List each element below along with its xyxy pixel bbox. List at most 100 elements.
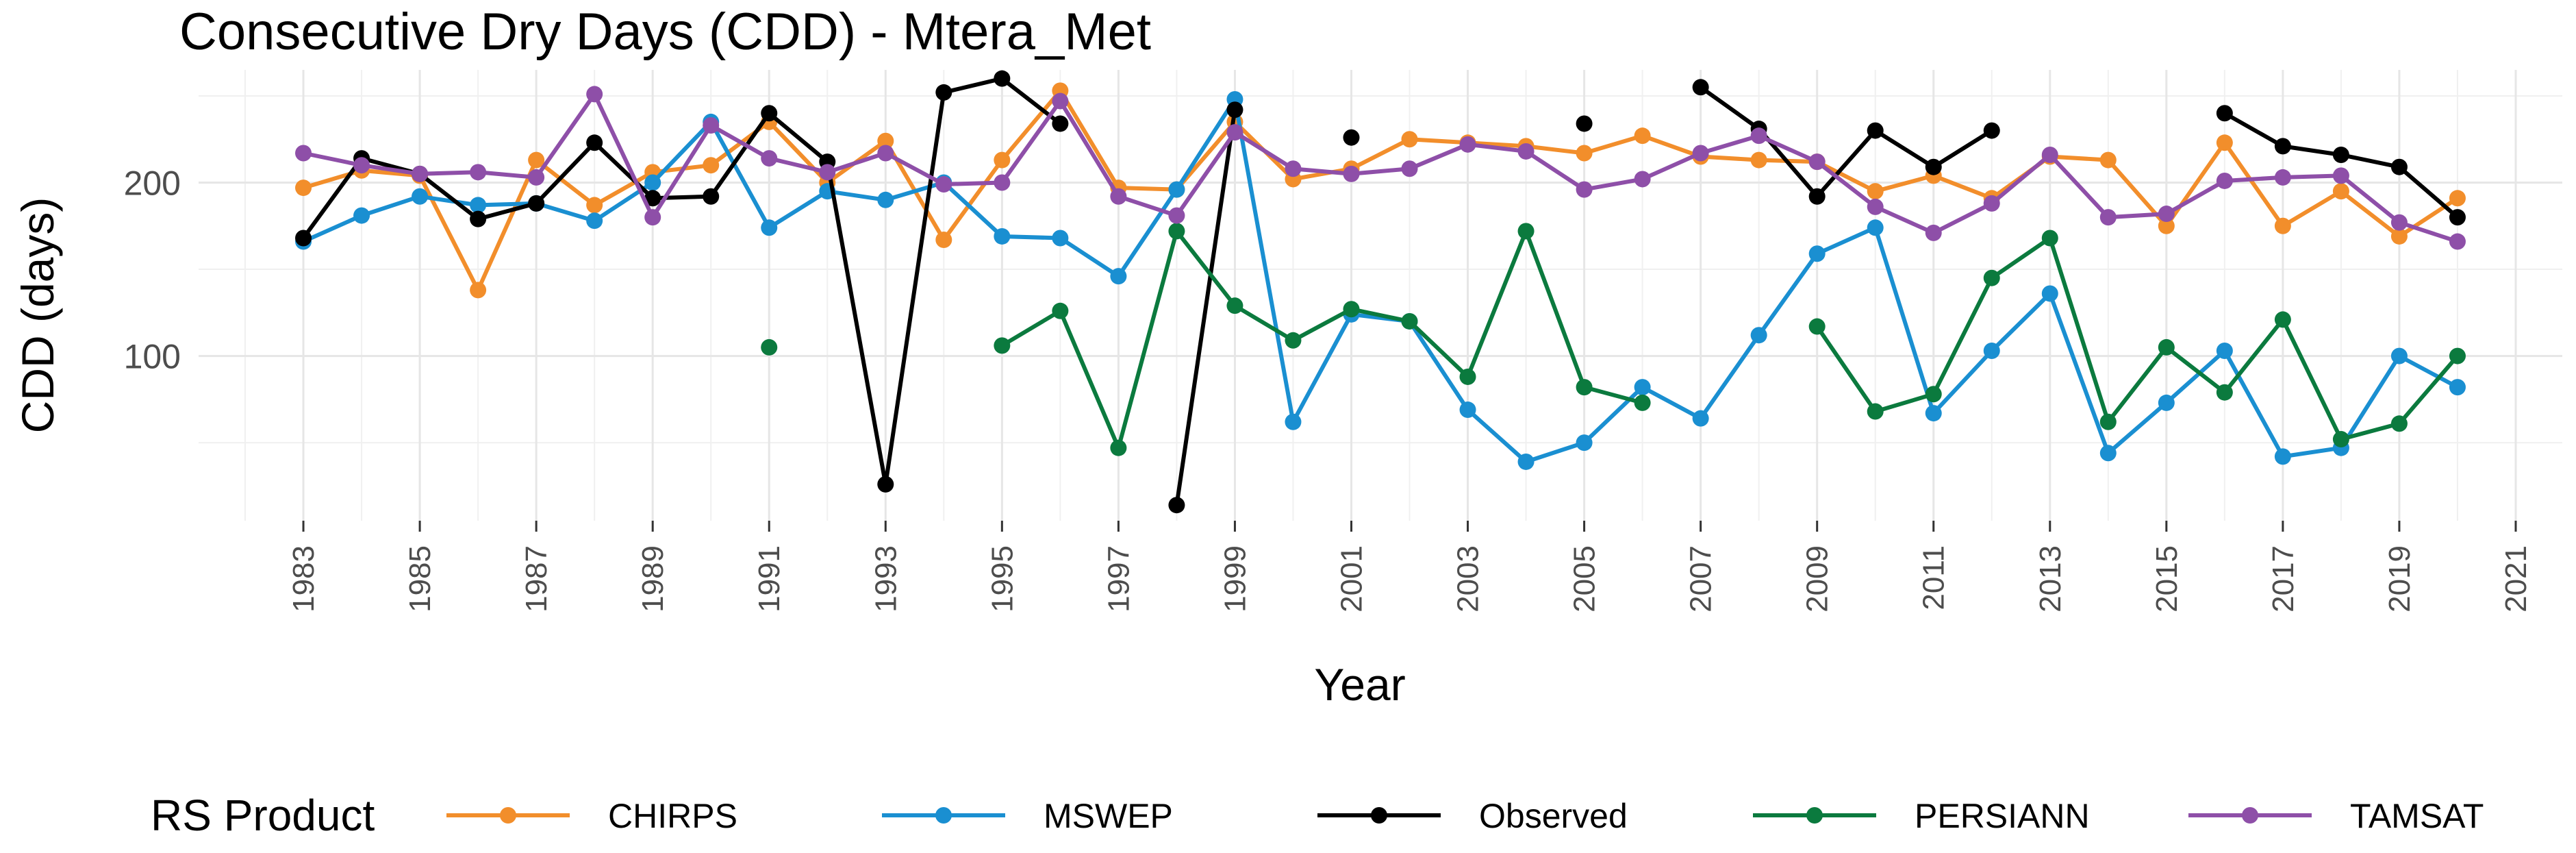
legend-key-point [935, 807, 952, 824]
series-observed [295, 70, 2466, 514]
data-point [1168, 223, 1185, 240]
legend-item-chirps: CHIRPS [446, 797, 737, 835]
x-tick-label: 2005 [1568, 545, 1602, 613]
data-point [1925, 224, 1942, 241]
data-point [1925, 386, 1942, 403]
x-tick-label: 1991 [753, 545, 786, 613]
data-point [1867, 219, 1884, 236]
data-point [2332, 147, 2349, 164]
x-tick-label: 1995 [985, 545, 1019, 613]
y-tick-label: 100 [124, 338, 181, 376]
data-point [1401, 312, 1418, 330]
data-point [1168, 497, 1185, 514]
data-point [586, 212, 603, 230]
data-point [412, 165, 429, 182]
data-point [1750, 327, 1767, 344]
data-point [877, 191, 894, 208]
data-point [1634, 379, 1651, 396]
series-line [301, 92, 2460, 244]
data-point [2216, 384, 2233, 401]
series-line [1698, 85, 1994, 199]
data-point [703, 116, 720, 134]
data-point [994, 227, 1011, 245]
series-line [301, 76, 1063, 486]
data-point [1808, 153, 1826, 171]
data-point [644, 209, 661, 226]
data-point [586, 197, 603, 214]
data-point [2274, 217, 2291, 234]
plot-area: 100 200 1983 1985 1987 1989 1991 1993 1995 1997 19… [124, 70, 2562, 613]
data-point [1925, 405, 1942, 422]
data-point [2158, 206, 2175, 223]
data-point [1576, 145, 1593, 162]
x-tick-label: 2001 [1335, 545, 1368, 613]
data-point [2158, 217, 2175, 234]
data-point [353, 157, 370, 174]
data-point [412, 188, 429, 205]
series-line [301, 97, 2460, 464]
data-point [586, 134, 603, 151]
data-point [586, 86, 603, 103]
x-tick-label: 2021 [2499, 545, 2533, 613]
data-point [1226, 297, 1243, 314]
data-point [295, 180, 312, 197]
data-point [1983, 269, 2000, 286]
data-point [1052, 302, 1069, 319]
data-point [761, 105, 778, 122]
legend-key-point [1371, 807, 1387, 824]
data-point [1517, 223, 1535, 240]
data-point [877, 475, 894, 493]
data-point [2449, 209, 2466, 226]
data-point [2216, 105, 2233, 122]
data-point [2099, 445, 2117, 462]
data-point [1226, 101, 1243, 119]
legend-label: PERSIANN [1915, 797, 2090, 835]
legend-label: TAMSAT [2350, 797, 2484, 835]
data-point [2041, 147, 2058, 164]
data-point [1517, 143, 1535, 160]
data-point [1168, 207, 1185, 224]
data-point [1401, 131, 1418, 148]
legend-item-observed: Observed [1317, 797, 1628, 835]
x-tick-label: 2011 [1917, 545, 1951, 610]
data-point [1226, 124, 1243, 141]
x-tick-label: 1985 [403, 545, 437, 613]
data-point [470, 164, 487, 181]
data-point [1925, 158, 1942, 175]
data-point [1285, 160, 1302, 177]
data-point [1459, 136, 1476, 153]
data-point [1808, 318, 1826, 335]
x-tick-label: 2009 [1801, 545, 1834, 613]
x-axis-title: Year [1314, 659, 1405, 710]
data-point [1867, 183, 1884, 200]
x-tick-label: 2013 [2034, 545, 2067, 613]
data-point [994, 70, 1011, 87]
chart-title: Consecutive Dry Days (CDD) - Mtera_Met [179, 3, 1151, 61]
legend-key-point [500, 807, 516, 824]
series-line [1000, 229, 1645, 450]
data-point [1343, 301, 1360, 318]
legend-key-point [1806, 807, 1823, 824]
data-point [2390, 415, 2408, 432]
data-point [1576, 115, 1593, 132]
data-point [2332, 183, 2349, 200]
data-point [470, 197, 487, 214]
data-point [994, 174, 1011, 191]
x-tick-label: 1989 [636, 545, 670, 613]
data-point [1983, 342, 2000, 359]
data-point [1867, 198, 1884, 215]
data-point [2332, 431, 2349, 448]
data-point [1110, 188, 1127, 205]
legend: RS Product CHIRPS MSWEP Observed PERSIANN TA… [151, 791, 2484, 840]
data-point [2041, 230, 2058, 247]
data-point [1750, 151, 1767, 169]
data-point [2099, 209, 2117, 226]
data-point [2158, 394, 2175, 411]
data-point [528, 195, 545, 212]
data-point [2099, 151, 2117, 169]
legend-label: MSWEP [1044, 797, 1173, 835]
data-point [2332, 167, 2349, 184]
data-point [295, 145, 312, 162]
data-point [2216, 172, 2233, 189]
data-point [2099, 413, 2117, 430]
